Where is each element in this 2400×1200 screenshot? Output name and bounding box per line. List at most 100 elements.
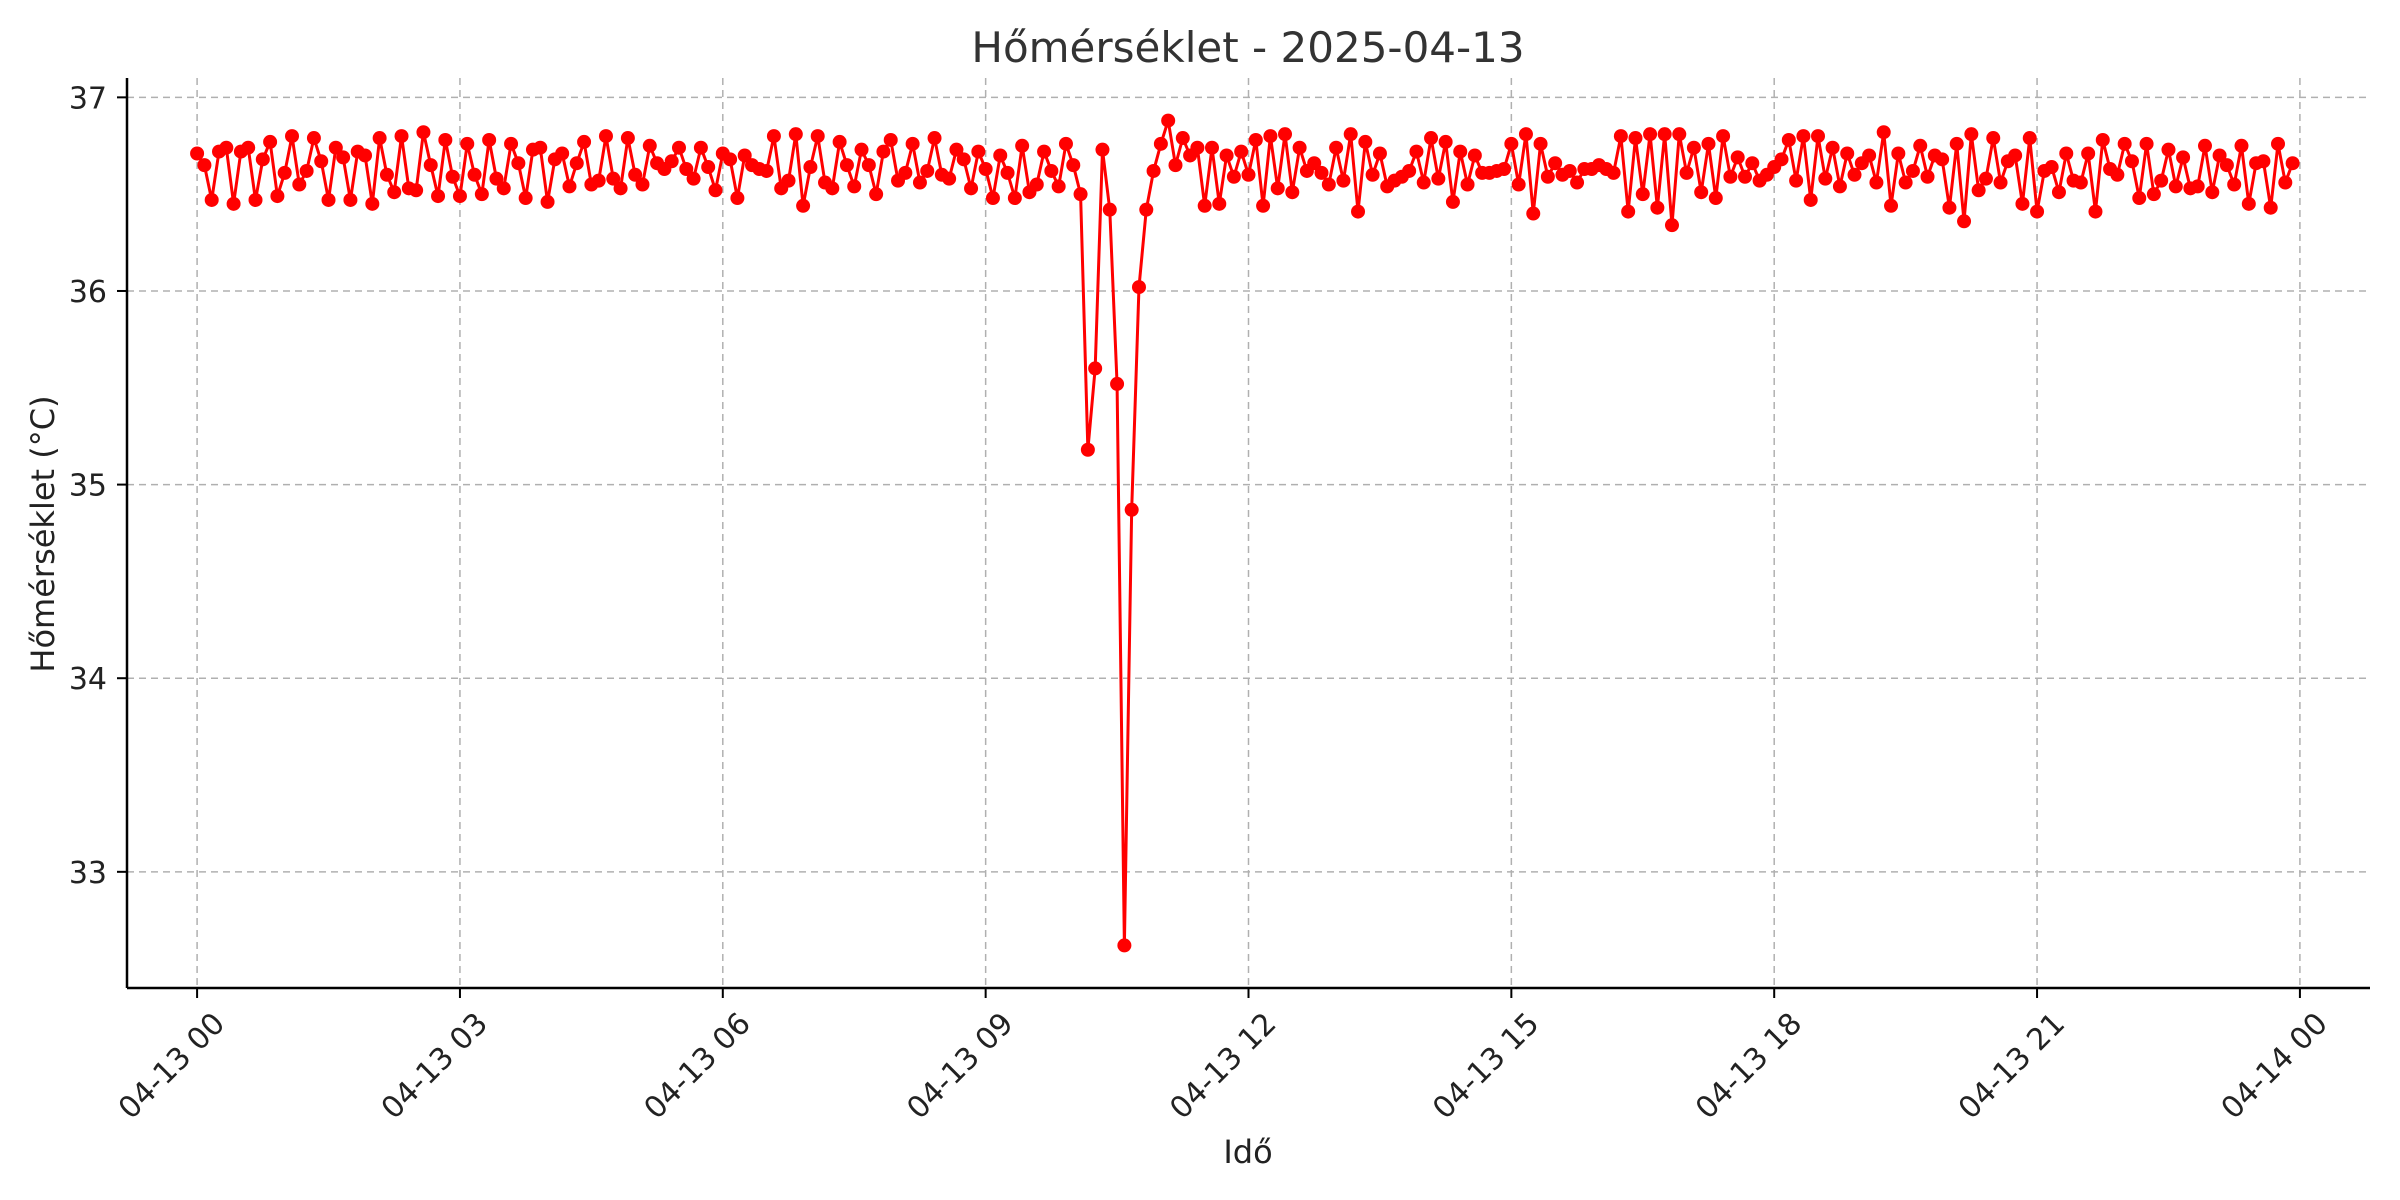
data-point bbox=[927, 131, 942, 146]
data-point bbox=[1110, 376, 1125, 391]
data-point bbox=[628, 167, 643, 182]
y-axis-label: Hőmérséklet (°C) bbox=[24, 395, 62, 672]
data-point bbox=[1803, 192, 1818, 207]
data-point bbox=[482, 132, 497, 147]
data-point bbox=[1015, 138, 1030, 153]
data-point bbox=[1978, 171, 1993, 186]
data-point bbox=[2044, 160, 2059, 175]
data-point bbox=[1278, 127, 1293, 142]
data-point bbox=[1913, 138, 1928, 153]
data-point bbox=[511, 156, 526, 171]
data-point bbox=[533, 140, 548, 155]
data-point bbox=[1007, 191, 1022, 206]
data-point bbox=[1862, 148, 1877, 163]
data-point bbox=[1161, 113, 1176, 128]
data-point bbox=[518, 191, 533, 206]
data-point bbox=[1467, 148, 1482, 163]
data-point bbox=[343, 192, 358, 207]
data-point bbox=[606, 171, 621, 186]
data-point bbox=[1270, 181, 1285, 196]
data-point bbox=[730, 191, 745, 206]
data-point bbox=[1518, 127, 1533, 142]
data-point bbox=[255, 152, 270, 167]
data-point bbox=[1971, 183, 1986, 198]
data-point bbox=[1080, 442, 1095, 457]
data-point bbox=[2081, 146, 2096, 161]
data-point bbox=[394, 129, 409, 144]
x-tick-label: 04-13 21 bbox=[1952, 1006, 2072, 1126]
data-point bbox=[1336, 173, 1351, 188]
data-point bbox=[416, 125, 431, 140]
data-point bbox=[460, 136, 475, 151]
data-point bbox=[577, 134, 592, 149]
data-point bbox=[1533, 136, 1548, 151]
data-point bbox=[1314, 165, 1329, 180]
data-point bbox=[664, 154, 679, 169]
data-point bbox=[1796, 129, 1811, 144]
data-point bbox=[1285, 185, 1300, 200]
data-point bbox=[759, 163, 774, 178]
data-point bbox=[1248, 132, 1263, 147]
data-point bbox=[241, 140, 256, 155]
data-point bbox=[1694, 185, 1709, 200]
data-point bbox=[1088, 361, 1103, 376]
data-point bbox=[1497, 162, 1512, 176]
data-point bbox=[263, 134, 278, 149]
data-point bbox=[1190, 140, 1205, 155]
data-point bbox=[409, 183, 424, 198]
data-point bbox=[1993, 175, 2008, 190]
data-point bbox=[1073, 187, 1088, 202]
data-point bbox=[978, 162, 993, 176]
data-point bbox=[1825, 140, 1840, 155]
data-point bbox=[1905, 163, 1920, 178]
data-point bbox=[825, 181, 840, 196]
data-point bbox=[2256, 154, 2271, 169]
data-point bbox=[1372, 146, 1387, 161]
data-point bbox=[431, 189, 446, 204]
data-point bbox=[204, 192, 219, 207]
data-point bbox=[423, 158, 438, 173]
data-point bbox=[197, 158, 212, 173]
data-point bbox=[358, 148, 373, 163]
data-point bbox=[569, 156, 584, 171]
data-point bbox=[1876, 125, 1891, 140]
data-point bbox=[1124, 502, 1139, 517]
data-point bbox=[839, 158, 854, 173]
data-point bbox=[1219, 148, 1234, 163]
data-point bbox=[1051, 179, 1066, 194]
data-point bbox=[1562, 163, 1577, 178]
data-point bbox=[1445, 194, 1460, 209]
data-point bbox=[2263, 200, 2278, 215]
data-point bbox=[635, 177, 650, 192]
data-point bbox=[1226, 169, 1241, 184]
data-point bbox=[372, 131, 387, 146]
data-point bbox=[1526, 206, 1541, 221]
data-point bbox=[686, 171, 701, 186]
y-tick-label: 34 bbox=[69, 662, 107, 697]
data-point bbox=[1986, 131, 2001, 146]
data-point bbox=[540, 194, 555, 209]
data-point bbox=[708, 183, 723, 198]
data-point bbox=[1686, 140, 1701, 155]
data-point bbox=[248, 192, 263, 207]
data-point bbox=[1847, 167, 1862, 182]
data-point bbox=[898, 165, 913, 180]
data-point bbox=[1131, 280, 1146, 295]
x-tick-label: 04-13 09 bbox=[900, 1006, 1020, 1126]
data-point bbox=[489, 171, 504, 186]
data-point bbox=[2234, 138, 2249, 153]
data-point bbox=[2139, 136, 2154, 151]
data-point bbox=[555, 146, 570, 161]
data-point bbox=[270, 189, 285, 204]
data-point bbox=[803, 160, 818, 175]
x-tick-label: 04-13 12 bbox=[1163, 1006, 1283, 1126]
data-point bbox=[2278, 175, 2293, 190]
data-point bbox=[496, 181, 511, 196]
data-point bbox=[1920, 169, 1935, 184]
y-tick-label: 36 bbox=[69, 275, 107, 310]
data-point bbox=[1044, 163, 1059, 178]
data-point bbox=[1657, 127, 1672, 142]
data-point bbox=[2073, 175, 2088, 190]
grid-layer bbox=[127, 78, 2370, 988]
